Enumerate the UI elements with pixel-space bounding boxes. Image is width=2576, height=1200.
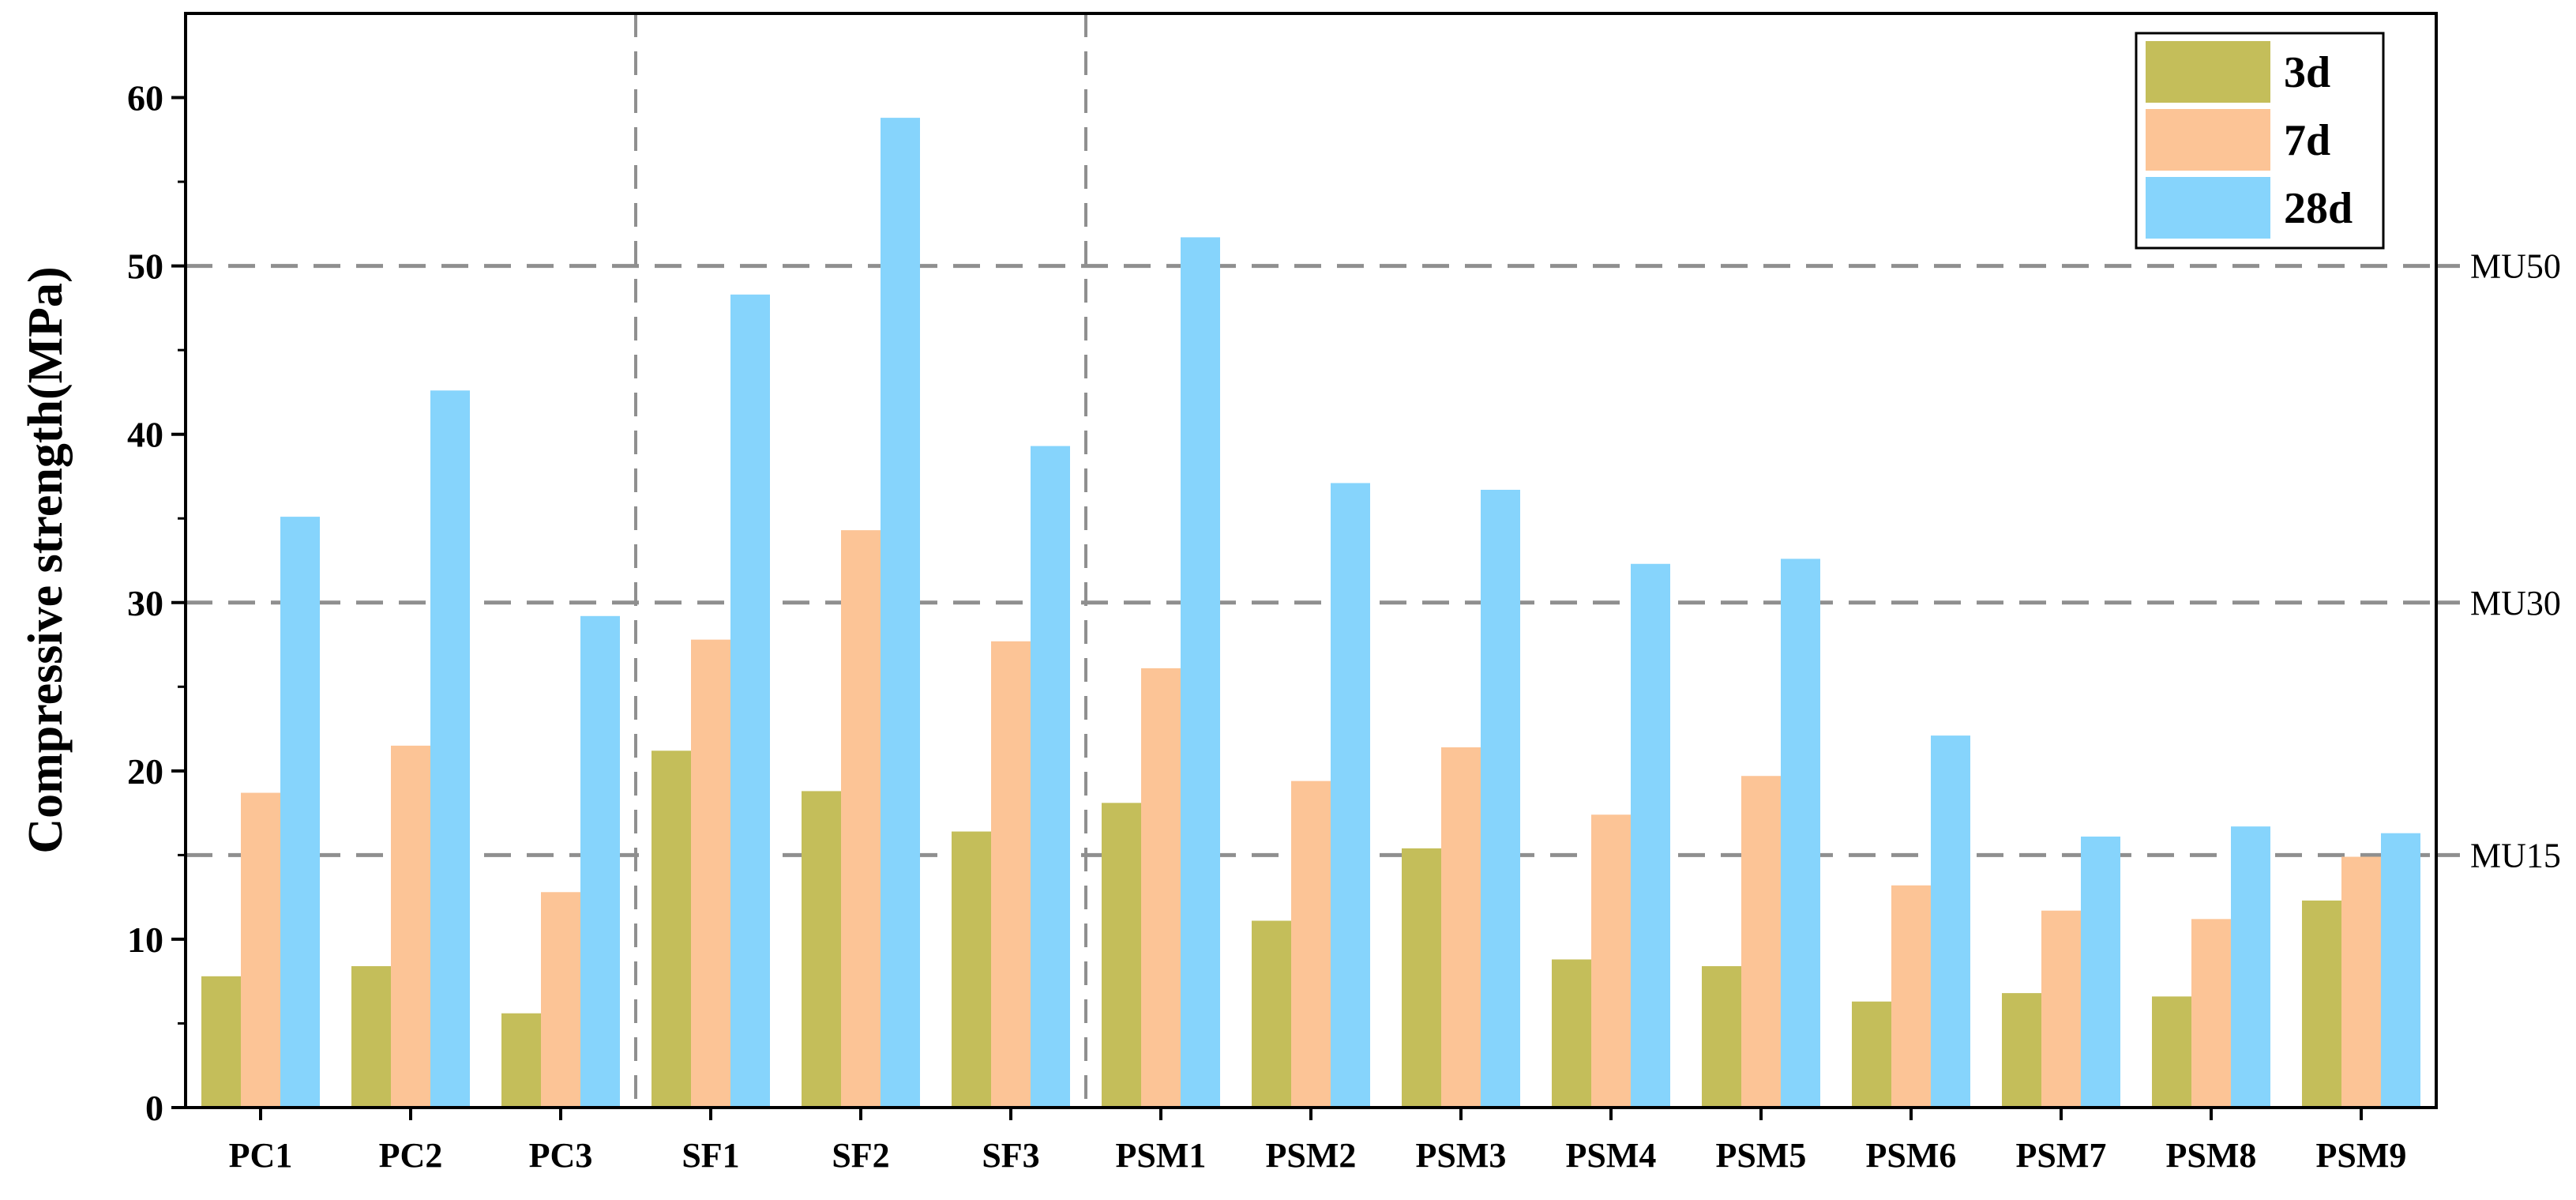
bar-psm3-28d	[1481, 490, 1520, 1108]
bar-pc2-3d	[351, 966, 391, 1108]
bars	[201, 118, 2420, 1108]
bar-sf2-28d	[881, 118, 920, 1108]
bar-psm9-28d	[2381, 833, 2420, 1108]
bar-pc2-7d	[391, 745, 430, 1108]
x-tick-label-psm6: PSM6	[1866, 1136, 1957, 1175]
y-axis-ticks: 0 10 20 30 40 50 60	[127, 78, 186, 1128]
bar-psm9-3d	[2302, 900, 2341, 1108]
x-tick-label-sf3: SF3	[982, 1136, 1039, 1175]
y-tick-label: 60	[127, 78, 163, 118]
x-tick-label-sf2: SF2	[832, 1136, 889, 1175]
x-tick-label-psm5: PSM5	[1716, 1136, 1807, 1175]
bar-psm6-7d	[1891, 885, 1931, 1108]
legend-swatch-28d	[2146, 177, 2270, 239]
bar-pc2-28d	[430, 390, 470, 1108]
group-separators	[634, 13, 1087, 1108]
bar-pc1-3d	[201, 976, 241, 1108]
reference-label-mu30: MU30	[2470, 584, 2561, 623]
bar-psm7-7d	[2041, 910, 2081, 1108]
bar-psm5-3d	[1702, 966, 1741, 1108]
y-tick-label: 0	[145, 1088, 163, 1128]
bar-psm1-28d	[1181, 237, 1220, 1108]
bar-psm3-3d	[1402, 848, 1441, 1108]
x-tick-label-psm8: PSM8	[2166, 1136, 2257, 1175]
reference-lines	[186, 264, 2468, 857]
bar-psm8-7d	[2191, 919, 2231, 1108]
bar-pc1-7d	[241, 792, 280, 1108]
x-tick-label-pc3: PC3	[529, 1136, 593, 1175]
x-axis-ticks: PC1 PC2 PC3 SF1 SF2 SF3 PSM1 PSM2 PSM3 PSM4 PSM5 PS…	[229, 1108, 2407, 1175]
bar-psm7-3d	[2002, 993, 2041, 1108]
y-tick-label: 10	[127, 920, 163, 960]
bar-psm6-3d	[1852, 1001, 1891, 1108]
bar-psm2-7d	[1291, 781, 1331, 1108]
bar-psm3-7d	[1441, 747, 1481, 1108]
bar-sf3-28d	[1031, 446, 1070, 1108]
bar-pc3-3d	[501, 1013, 541, 1108]
x-tick-label-psm7: PSM7	[2016, 1136, 2107, 1175]
y-tick-label: 40	[127, 415, 163, 455]
x-tick-label-pc2: PC2	[379, 1136, 443, 1175]
bar-sf1-3d	[652, 750, 691, 1108]
bar-sf3-7d	[991, 641, 1031, 1108]
y-tick-label: 30	[127, 583, 163, 623]
reference-labels: MU50 MU30 MU15	[2470, 247, 2561, 875]
bar-psm8-3d	[2152, 996, 2191, 1108]
y-tick-label: 50	[127, 246, 163, 287]
bar-psm7-28d	[2081, 836, 2120, 1108]
bar-pc3-7d	[541, 892, 580, 1108]
bar-pc1-28d	[280, 517, 320, 1108]
bar-pc3-28d	[580, 615, 620, 1108]
x-tick-label-psm3: PSM3	[1416, 1136, 1507, 1175]
bar-sf2-3d	[802, 791, 841, 1108]
x-tick-label-psm1: PSM1	[1116, 1136, 1207, 1175]
bar-psm1-3d	[1102, 803, 1141, 1108]
legend-label-28d: 28d	[2284, 184, 2353, 233]
y-tick-label: 20	[127, 751, 163, 792]
reference-label-mu15: MU15	[2470, 836, 2561, 875]
legend: 3d 7d 28d	[2135, 32, 2385, 250]
bar-psm2-28d	[1331, 483, 1370, 1108]
x-tick-label-psm4: PSM4	[1566, 1136, 1657, 1175]
bar-psm9-7d	[2341, 856, 2381, 1108]
legend-label-7d: 7d	[2284, 116, 2330, 165]
bar-psm2-3d	[1252, 920, 1291, 1108]
reference-label-mu50: MU50	[2470, 247, 2561, 286]
bar-psm5-28d	[1781, 559, 1820, 1108]
bar-sf1-7d	[691, 639, 730, 1108]
legend-label-3d: 3d	[2284, 48, 2330, 97]
bar-sf2-7d	[841, 530, 881, 1108]
x-tick-label-psm9: PSM9	[2316, 1136, 2407, 1175]
x-tick-label-psm2: PSM2	[1266, 1136, 1357, 1175]
bar-sf1-28d	[730, 294, 770, 1108]
y-axis-title: Compressive strength(MPa)	[19, 266, 73, 853]
bar-psm6-28d	[1931, 735, 1970, 1108]
x-tick-label-sf1: SF1	[682, 1136, 739, 1175]
legend-swatch-3d	[2146, 41, 2270, 103]
bar-sf3-3d	[952, 831, 991, 1108]
bar-psm5-7d	[1741, 776, 1781, 1108]
bar-psm4-7d	[1591, 814, 1631, 1108]
bar-psm1-7d	[1141, 668, 1181, 1108]
legend-swatch-7d	[2146, 109, 2270, 171]
x-tick-label-pc1: PC1	[229, 1136, 293, 1175]
bar-psm4-3d	[1552, 959, 1591, 1108]
bar-psm4-28d	[1631, 563, 1670, 1108]
bar-psm8-28d	[2231, 826, 2270, 1108]
